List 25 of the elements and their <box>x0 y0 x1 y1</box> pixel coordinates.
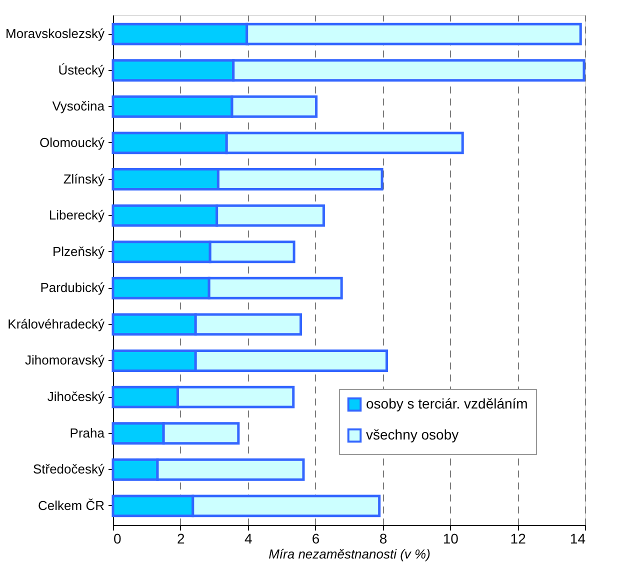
x-tick-label: 4 <box>244 530 252 546</box>
y-tick-label: Praha <box>70 425 106 440</box>
x-tick-label: 12 <box>510 530 526 546</box>
x-tick-label: 8 <box>379 530 388 546</box>
y-tick-label: Pardubický <box>40 280 105 296</box>
x-tick-label: 6 <box>312 530 320 546</box>
y-tick-label: Plzeňský <box>52 244 105 259</box>
y-tick-label: Ústecký <box>58 62 105 78</box>
y-tick-label: Celkem ČR <box>38 498 104 513</box>
x-tick-label: 14 <box>570 530 586 546</box>
y-tick-label: Středočeský <box>32 462 105 477</box>
y-tick-label: Moravskoslezský <box>6 26 105 42</box>
x-tick-label: 2 <box>177 530 186 546</box>
legend-label: osoby s terciár. vzděláním <box>366 396 528 412</box>
x-axis-title: Míra nezaměstnanosti (v %) <box>268 546 430 562</box>
legend-label: všechny osoby <box>366 426 459 442</box>
y-tick-label: Jihomoravský <box>25 352 105 368</box>
y-tick-label: Jihočeský <box>47 389 105 404</box>
y-tick-label: Olomoucký <box>39 134 105 150</box>
y-tick-label: Královéhradecký <box>8 316 105 332</box>
y-tick-label: Liberecký <box>48 208 105 223</box>
x-tick-label: 10 <box>442 530 459 546</box>
y-tick-label: Vysočina <box>52 98 106 114</box>
y-tick-label: Zlínský <box>63 171 105 186</box>
x-tick-label: 0 <box>114 530 122 546</box>
